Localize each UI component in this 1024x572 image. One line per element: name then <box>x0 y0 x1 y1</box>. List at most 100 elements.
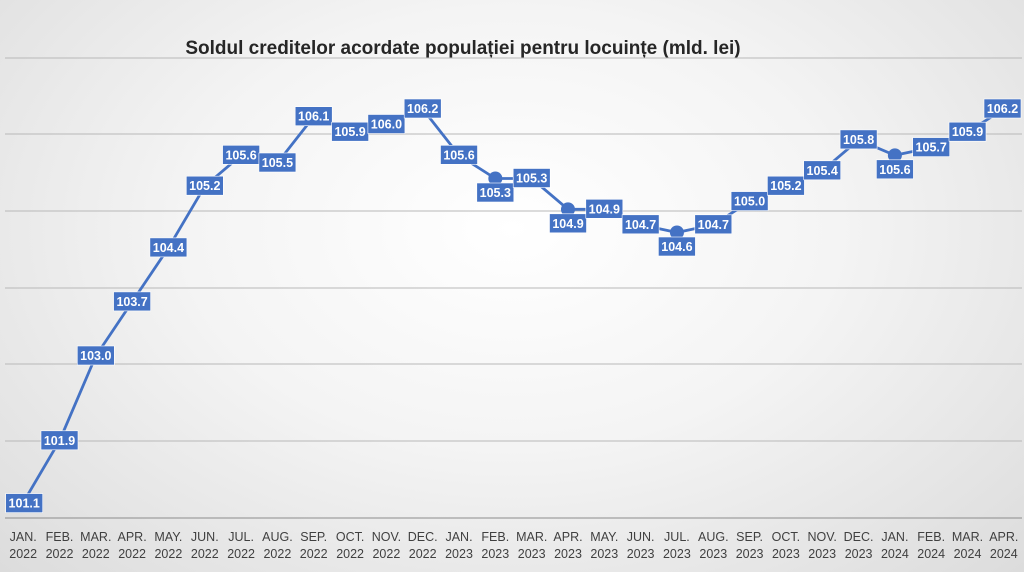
data-label: 106.2 <box>983 98 1022 119</box>
data-label: 105.9 <box>331 121 369 142</box>
x-tick-month: NOV. <box>372 530 401 544</box>
data-label: 105.8 <box>839 129 878 150</box>
x-tick-year: 2023 <box>699 547 727 561</box>
data-label-text: 105.2 <box>189 179 220 193</box>
data-label-text: 104.9 <box>589 202 620 216</box>
data-label-box <box>767 175 805 196</box>
data-label-text: 105.6 <box>443 148 474 162</box>
data-label-text: 105.7 <box>916 141 947 155</box>
data-label-box <box>585 199 624 219</box>
x-tick-month: APR. <box>553 530 582 544</box>
series-line <box>21 107 1005 504</box>
x-tick-year: 2023 <box>518 547 546 561</box>
data-label-box <box>440 145 478 165</box>
data-label-text: 103.0 <box>80 349 111 363</box>
data-label-text: 105.9 <box>334 125 365 139</box>
data-label-box <box>983 98 1022 119</box>
data-label-text: 105.6 <box>225 148 256 162</box>
data-label: 104.7 <box>621 214 660 235</box>
x-tick-month: DEC. <box>408 530 438 544</box>
data-label-text: 105.0 <box>734 195 765 209</box>
x-tick-year: 2022 <box>227 547 255 561</box>
data-label-text: 101.1 <box>9 497 40 511</box>
data-label-text: 104.9 <box>552 217 583 231</box>
x-tick-month: JAN. <box>10 530 37 544</box>
x-tick-year: 2023 <box>590 547 618 561</box>
x-tick-month: SEP. <box>736 530 763 544</box>
data-label-text: 105.3 <box>480 186 511 200</box>
data-point-marker <box>560 202 575 217</box>
data-label-text: 103.7 <box>116 295 147 309</box>
x-tick-year: 2024 <box>917 547 945 561</box>
data-label: 105.5 <box>258 152 297 173</box>
x-tick-year: 2023 <box>663 547 691 561</box>
data-label: 104.6 <box>658 236 696 257</box>
x-tick-year: 2023 <box>736 547 764 561</box>
data-label-box <box>186 175 224 196</box>
chart-title: Soldul creditelor acordate populației pe… <box>185 38 741 59</box>
x-tick-month: JUL. <box>664 530 690 544</box>
x-tick-year: 2022 <box>46 547 74 561</box>
data-label-box <box>258 152 297 173</box>
data-label-box <box>113 291 151 312</box>
data-label: 101.1 <box>5 493 43 513</box>
x-tick-year: 2023 <box>481 547 509 561</box>
data-label-box <box>621 214 660 235</box>
data-label-text: 105.3 <box>516 172 547 186</box>
data-label: 103.7 <box>113 291 151 312</box>
data-label-box <box>549 213 587 234</box>
x-tick-year: 2023 <box>554 547 582 561</box>
x-tick-month: AUG. <box>698 530 729 544</box>
x-tick-year: 2023 <box>627 547 655 561</box>
x-tick-month: FEB. <box>917 530 945 544</box>
data-label: 105.2 <box>186 175 224 196</box>
data-label-box <box>512 168 551 188</box>
x-tick-month: JAN. <box>445 530 472 544</box>
data-label-text: 104.4 <box>153 241 184 255</box>
x-tick-month: JAN. <box>881 530 908 544</box>
data-label-box <box>730 191 769 211</box>
data-label-box <box>367 114 406 134</box>
data-label: 105.6 <box>876 159 914 180</box>
x-tick-year: 2023 <box>808 547 836 561</box>
data-label-text: 106.2 <box>407 102 438 116</box>
x-tick-month: JUN. <box>627 530 655 544</box>
data-label: 106.2 <box>403 98 442 119</box>
data-label-box <box>948 121 987 142</box>
data-label: 103.0 <box>77 345 115 366</box>
x-tick-year: 2023 <box>845 547 873 561</box>
data-label-box <box>694 214 733 235</box>
data-label-text: 105.4 <box>807 164 838 178</box>
x-tick-month: OCT. <box>772 530 800 544</box>
data-label-box <box>912 137 951 157</box>
data-label-box <box>803 160 842 181</box>
x-tick-month: NOV. <box>807 530 836 544</box>
data-label: 105.3 <box>476 182 515 203</box>
x-tick-year: 2022 <box>82 547 110 561</box>
x-tick-month: MAY. <box>154 530 182 544</box>
data-label: 105.3 <box>512 168 551 188</box>
x-tick-year: 2022 <box>191 547 219 561</box>
data-label-box <box>149 237 188 258</box>
x-tick-year: 2022 <box>372 547 400 561</box>
x-tick-year: 2022 <box>409 547 437 561</box>
data-label-text: 105.2 <box>770 179 801 193</box>
data-label-box <box>77 345 115 366</box>
data-label-text: 106.1 <box>298 110 329 124</box>
x-tick-month: OCT. <box>336 530 364 544</box>
data-label-text: 105.5 <box>262 156 293 170</box>
data-label-box <box>476 182 515 203</box>
x-tick-year: 2022 <box>336 547 364 561</box>
data-label: 101.9 <box>40 430 79 451</box>
data-label-text: 105.6 <box>879 163 910 177</box>
data-label: 104.4 <box>149 237 188 258</box>
data-label: 106.1 <box>294 106 333 126</box>
data-label-box <box>294 106 333 126</box>
data-label: 106.0 <box>367 114 406 134</box>
x-tick-month: FEB. <box>481 530 509 544</box>
data-point-marker <box>669 225 684 240</box>
data-label-text: 106.2 <box>987 102 1018 116</box>
data-label: 105.7 <box>912 137 951 157</box>
